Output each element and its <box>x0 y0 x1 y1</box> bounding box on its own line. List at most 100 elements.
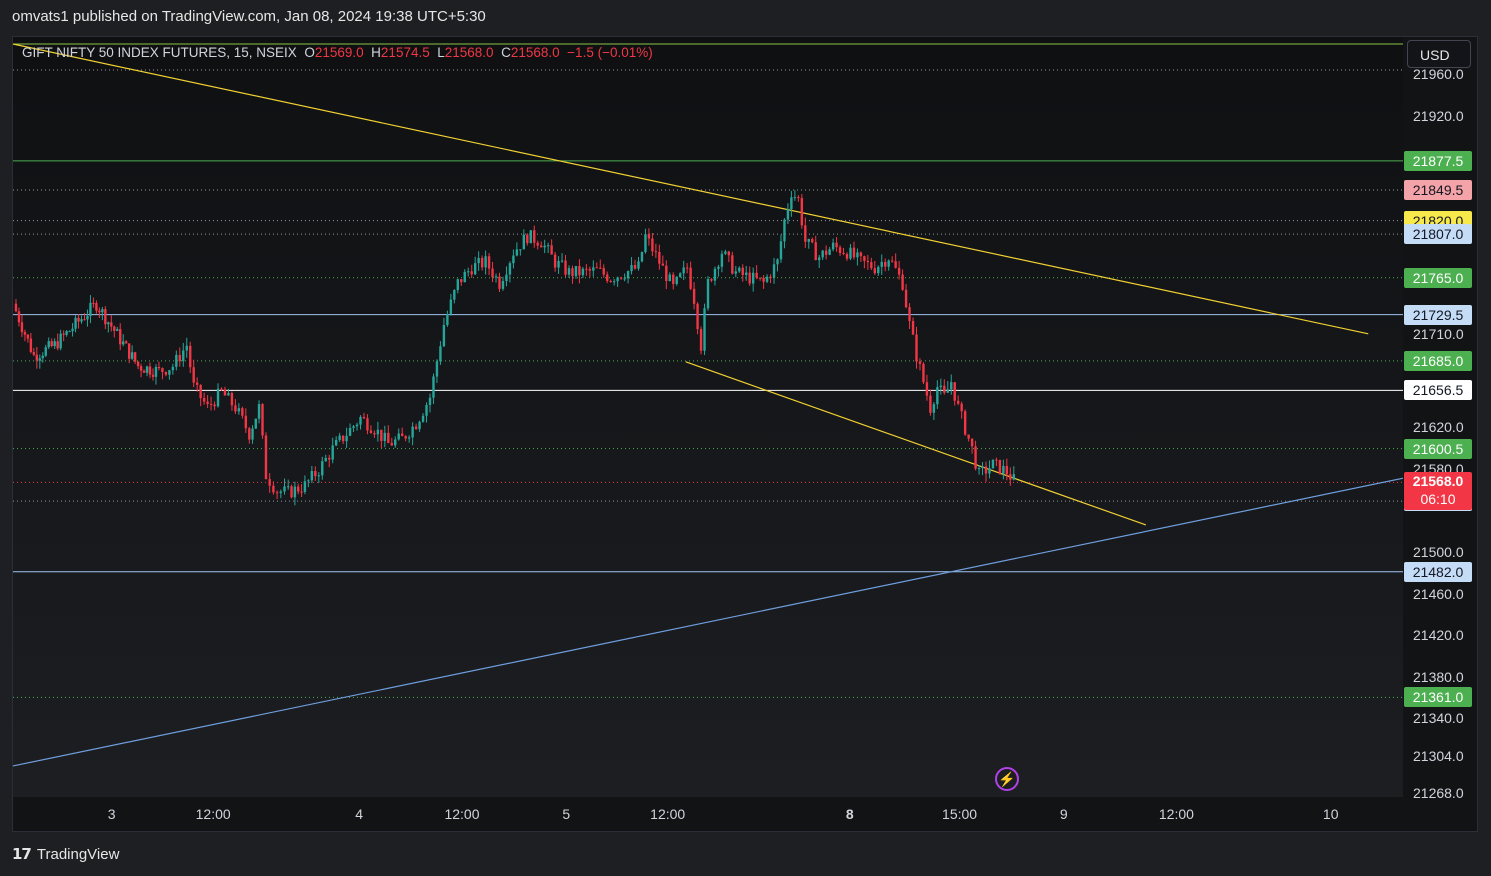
candle-body <box>856 252 859 258</box>
candle-body <box>1005 465 1009 475</box>
bar-countdown: 06:10 <box>1420 491 1456 508</box>
candle-body <box>348 427 352 436</box>
candle-body <box>731 255 734 274</box>
candle-body <box>647 234 651 239</box>
candle-body <box>560 260 564 262</box>
price-level-badge[interactable]: 21656.5 <box>1404 380 1472 401</box>
candle-body <box>83 319 86 321</box>
candle-body <box>56 341 59 349</box>
candle-body <box>80 319 83 322</box>
candle-body <box>44 347 47 356</box>
candle-body <box>918 361 922 364</box>
candle-body <box>71 328 74 332</box>
candle-body <box>755 272 758 278</box>
candle-body <box>297 486 300 492</box>
candle-body <box>463 271 466 283</box>
candle-body <box>317 475 320 477</box>
candle-body <box>237 408 241 412</box>
candle-body <box>104 309 107 325</box>
candle-body <box>585 268 588 270</box>
candle-body <box>616 277 619 282</box>
candle-body <box>988 468 991 474</box>
candle-body <box>182 350 185 362</box>
high-label: H <box>371 45 381 60</box>
candle-body <box>213 404 216 407</box>
candle-body <box>564 260 567 275</box>
candle-body <box>835 242 838 248</box>
candle-body <box>151 374 155 377</box>
candle-body <box>98 310 101 313</box>
candle-body <box>703 308 706 351</box>
candle-body <box>668 274 671 282</box>
candle-body <box>720 253 724 267</box>
candle-body <box>925 382 929 396</box>
candle-body <box>765 276 769 282</box>
candle-body <box>127 343 131 359</box>
price-level-badge[interactable]: 21877.5 <box>1404 150 1472 171</box>
candle-body <box>929 395 932 413</box>
time-tick-label: 4 <box>355 806 364 822</box>
candle-body <box>501 281 505 289</box>
candle-body <box>397 433 400 440</box>
candle-body <box>359 416 362 425</box>
candle-body <box>717 266 720 269</box>
candle-body <box>654 251 658 253</box>
candle-body <box>498 276 501 289</box>
candle-body <box>738 267 741 272</box>
candle-body <box>17 311 21 323</box>
candle-body <box>53 341 56 347</box>
candle-body <box>734 271 737 274</box>
price-tick-label: 21710.0 <box>1413 325 1464 342</box>
candle-body <box>473 263 477 275</box>
candle-body <box>939 385 943 388</box>
price-level-badge[interactable]: 21361.0 <box>1404 687 1472 708</box>
candle-body <box>369 430 373 433</box>
candle-body <box>411 426 414 438</box>
candle-body <box>612 281 616 283</box>
candle-body <box>310 470 314 481</box>
candle-body <box>710 279 713 281</box>
price-level-badge[interactable]: 21600.5 <box>1404 438 1472 459</box>
price-level-badge[interactable]: 21807.0 <box>1404 224 1472 245</box>
price-level-badge[interactable]: 21729.5 <box>1404 304 1472 325</box>
candle-body <box>244 415 248 429</box>
candle-body <box>92 302 95 304</box>
candle-body <box>161 368 164 372</box>
candle-body <box>633 264 637 269</box>
candle-body <box>307 480 310 482</box>
candle-body <box>122 341 125 345</box>
lightning-icon[interactable]: ⚡ <box>995 767 1019 791</box>
candle-body <box>922 363 925 383</box>
candle-body <box>199 384 202 399</box>
price-tick-label: 21500.0 <box>1413 544 1464 560</box>
candle-body <box>230 393 234 406</box>
candle-body <box>41 355 44 359</box>
candle-body <box>303 481 307 492</box>
candle-body <box>824 250 828 255</box>
candle-body <box>953 382 956 401</box>
candle-body <box>692 288 696 304</box>
candle-body <box>679 273 682 277</box>
candle-body <box>341 435 345 442</box>
candle-body <box>257 404 261 419</box>
price-level-badge[interactable]: 21849.5 <box>1404 179 1472 200</box>
candle-body <box>38 358 42 361</box>
candle-body <box>272 485 275 493</box>
price-level-badge[interactable]: 21482.0 <box>1404 561 1472 582</box>
candle-body <box>477 257 480 264</box>
candle-body <box>192 367 195 383</box>
price-level-badge[interactable]: 21685.0 <box>1404 350 1472 371</box>
candle-body <box>29 338 33 353</box>
candle-body <box>769 276 772 278</box>
candle-body <box>300 491 303 493</box>
price-level-badge[interactable]: 21765.0 <box>1404 267 1472 288</box>
candle-body <box>783 219 786 242</box>
currency-button[interactable]: USD <box>1407 40 1471 68</box>
candle-body <box>904 289 908 308</box>
candle-body <box>626 271 630 279</box>
candle-body <box>772 264 776 278</box>
candle-body <box>567 268 571 275</box>
candle-body <box>661 263 665 266</box>
candle-body <box>47 341 50 348</box>
